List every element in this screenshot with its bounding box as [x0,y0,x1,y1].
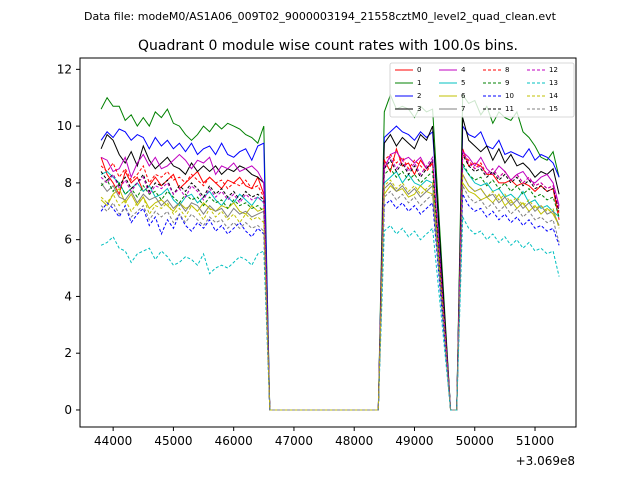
series-line-15 [100,183,560,411]
series-line-2 [100,124,560,411]
series-line-1 [100,93,560,411]
series-line-6 [100,181,560,411]
series-line-8 [100,153,560,411]
x-tick-label: 50000 [456,434,494,448]
x-tick-label: 45000 [154,434,192,448]
series-line-11 [100,152,560,411]
y-tick-label: 8 [64,176,72,190]
y-tick-label: 4 [64,289,72,303]
x-axis: 44000 45000 46000 47000 48000 49000 50000 51000 [94,427,554,448]
legend-frame [389,62,575,118]
legend-label: 8 [505,66,509,74]
series-line-13 [100,215,560,411]
plot-series [100,93,560,411]
legend-label: 7 [461,105,465,113]
suptitle: Data file: modeM0/AS1A06_009T02_90000031… [84,10,557,23]
y-tick-label: 6 [64,233,72,247]
series-line-10 [100,192,560,411]
legend-label: 5 [461,79,465,87]
x-tick-label: 46000 [215,434,253,448]
legend-label: 12 [549,66,558,74]
x-offset-label: +3.069e8 [516,454,575,468]
axes-frame [79,57,577,428]
legend-label: 1 [417,79,421,87]
x-tick-label: 47000 [275,434,313,448]
y-tick-label: 10 [57,119,72,133]
series-line-4 [100,150,560,411]
chart-title: Quadrant 0 module wise count rates with … [138,38,518,54]
legend-label: 0 [417,66,421,74]
legend-label: 14 [549,92,558,100]
y-tick-label: 2 [64,346,72,360]
y-tick-label: 12 [57,62,72,76]
x-tick-label: 44000 [94,434,132,448]
y-axis: 0 2 4 6 8 10 12 [57,62,80,417]
legend-label: 4 [461,66,466,74]
series-line-12 [100,149,560,411]
legend-label: 2 [417,92,421,100]
x-tick-label: 48000 [335,434,373,448]
series-line-14 [100,172,560,411]
legend-label: 6 [461,92,466,100]
x-tick-label: 49000 [395,434,433,448]
legend-label: 13 [549,79,558,87]
legend-label: 10 [505,92,514,100]
legend-label: 15 [549,105,558,113]
legend-label: 11 [505,105,514,113]
y-tick-label: 0 [64,403,72,417]
series-line-7 [100,172,560,411]
legend-label: 3 [417,105,421,113]
x-tick-label: 51000 [516,434,554,448]
series-line-3 [100,117,560,411]
legend-label: 9 [505,79,509,87]
